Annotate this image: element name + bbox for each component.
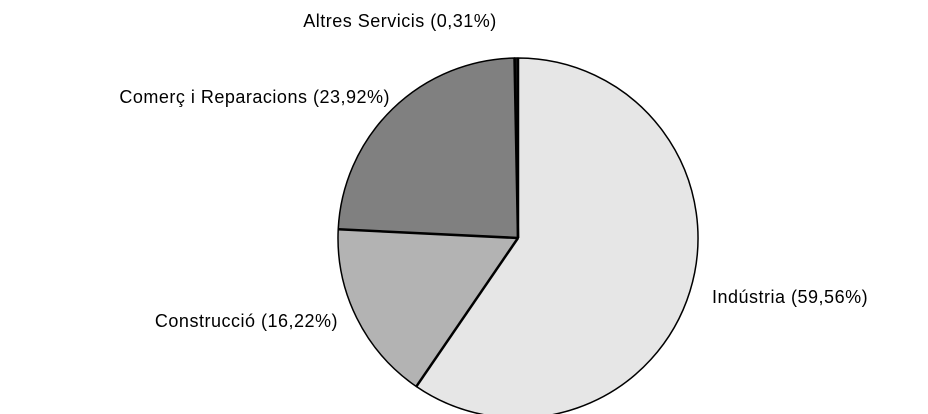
pie-slice (337, 228, 519, 388)
slice-label: Construcció (16,22%) (155, 311, 338, 331)
slice-label: Comerç i Reparacions (23,92%) (119, 87, 390, 107)
slice-label: Indústria (59,56%) (712, 287, 868, 307)
pie-slice (337, 57, 519, 239)
slice-separator (513, 58, 520, 239)
pie-slice (415, 57, 699, 414)
slice-separator (338, 228, 519, 240)
slice-separator (415, 237, 520, 388)
slice-label: Altres Servicis (0,31%) (303, 11, 497, 31)
